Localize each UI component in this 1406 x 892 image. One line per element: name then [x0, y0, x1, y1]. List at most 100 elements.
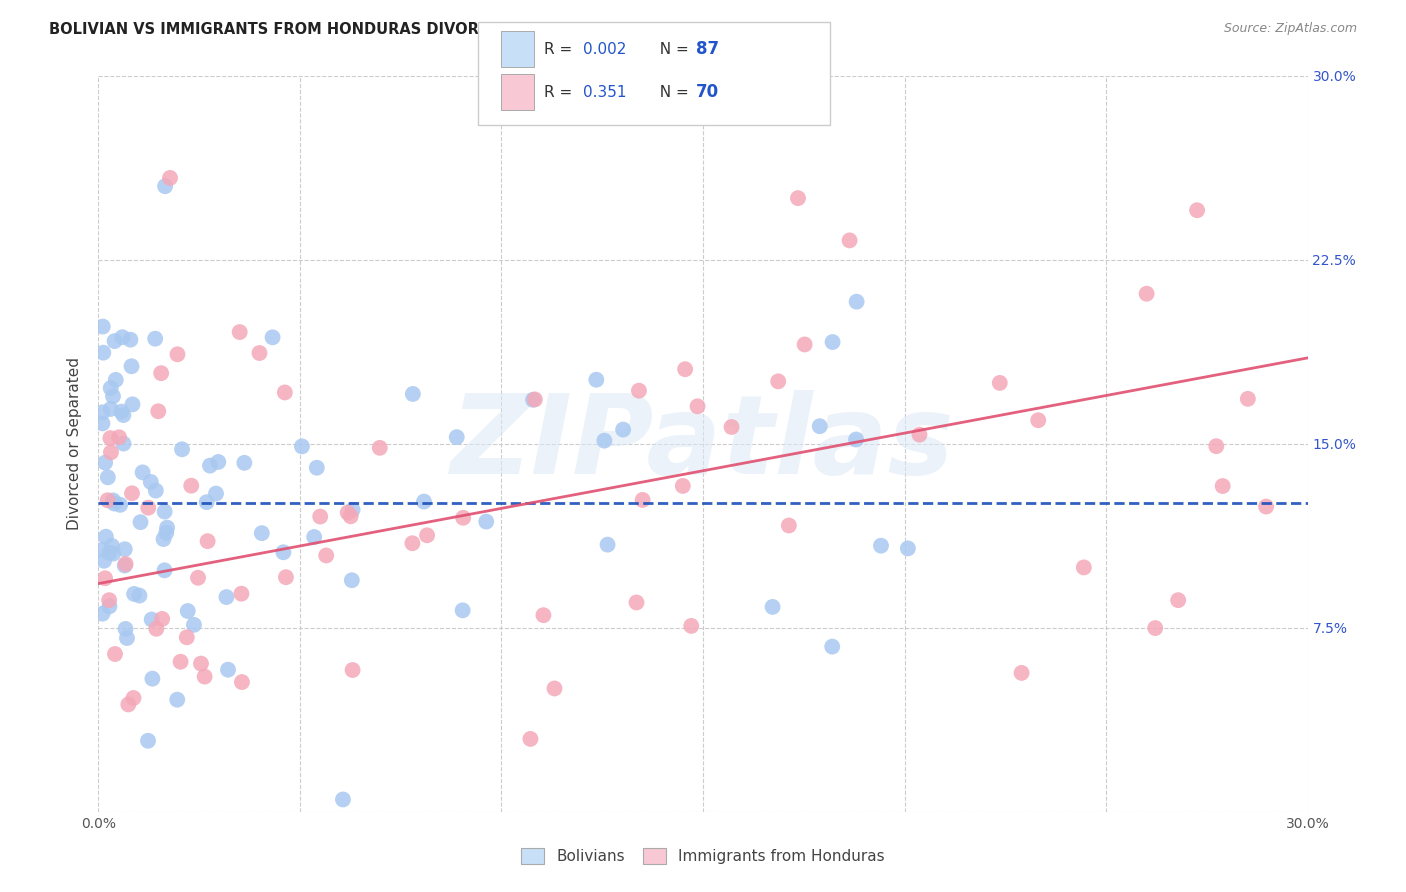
Point [91, 542, 114, 557]
Point [141, 672, 163, 686]
Point [183, 617, 205, 632]
Point [274, 385, 297, 400]
Point [205, 486, 228, 500]
Point [121, 486, 143, 500]
Point [533, 608, 555, 623]
Point [309, 509, 332, 524]
Point [336, 506, 359, 520]
Point [166, 692, 188, 706]
Point [91, 345, 114, 359]
Point [475, 515, 498, 529]
Point [166, 347, 188, 361]
Point [808, 419, 831, 434]
Point [451, 510, 474, 524]
Point [103, 547, 125, 561]
Point [98, 546, 121, 560]
Point [215, 590, 238, 604]
Point [101, 539, 124, 553]
Point [187, 571, 209, 585]
Point [104, 373, 127, 387]
Point [170, 442, 193, 457]
Point [402, 387, 425, 401]
Point [112, 408, 135, 422]
Point [274, 570, 297, 584]
Point [114, 557, 136, 571]
Point [838, 233, 860, 247]
Point [332, 792, 354, 806]
Point [169, 655, 191, 669]
Point [103, 334, 125, 348]
Point [217, 663, 239, 677]
Point [1185, 203, 1208, 218]
Point [120, 333, 142, 347]
Point [821, 640, 844, 654]
Text: 0.002: 0.002 [583, 42, 627, 57]
Point [150, 612, 173, 626]
Point [593, 434, 616, 448]
Point [342, 503, 364, 517]
Point [110, 404, 132, 418]
Point [821, 334, 844, 349]
Point [197, 534, 219, 549]
Point [1256, 500, 1278, 514]
Point [155, 525, 177, 540]
Text: ZIPatlas: ZIPatlas [451, 391, 955, 497]
Point [115, 631, 138, 645]
Point [152, 532, 174, 546]
Point [315, 549, 337, 563]
Point [368, 441, 391, 455]
Point [681, 619, 703, 633]
Point [177, 604, 200, 618]
Point [103, 496, 125, 510]
Point [233, 456, 256, 470]
Point [114, 558, 136, 573]
Point [159, 170, 181, 185]
Point [91, 405, 114, 419]
Point [631, 492, 654, 507]
Point [519, 731, 541, 746]
Point [626, 595, 648, 609]
Point [114, 622, 136, 636]
Point [207, 455, 229, 469]
Point [908, 427, 931, 442]
Point [129, 515, 152, 529]
Point [249, 346, 271, 360]
Point [101, 493, 124, 508]
Point [787, 191, 810, 205]
Point [340, 574, 363, 588]
Point [305, 460, 328, 475]
Point [988, 376, 1011, 390]
Point [108, 430, 131, 444]
Point [101, 389, 124, 403]
Point [91, 319, 114, 334]
Point [122, 691, 145, 706]
Point [339, 509, 361, 524]
Point [128, 589, 150, 603]
Text: N =: N = [650, 85, 693, 100]
Point [1144, 621, 1167, 635]
Point [262, 330, 284, 344]
Text: Source: ZipAtlas.com: Source: ZipAtlas.com [1223, 22, 1357, 36]
Point [1237, 392, 1260, 406]
Point [870, 539, 893, 553]
Point [231, 587, 253, 601]
Point [897, 541, 920, 556]
Point [136, 500, 159, 515]
Point [1011, 665, 1033, 680]
Point [523, 392, 546, 407]
Point [1136, 286, 1159, 301]
Point [1205, 439, 1227, 453]
Point [139, 475, 162, 489]
Legend: Bolivians, Immigrants from Honduras: Bolivians, Immigrants from Honduras [515, 842, 891, 871]
Point [150, 366, 173, 380]
Point [117, 698, 139, 712]
Point [1073, 560, 1095, 574]
Point [761, 599, 783, 614]
Point [148, 404, 170, 418]
Text: BOLIVIAN VS IMMIGRANTS FROM HONDURAS DIVORCED OR SEPARATED CORRELATION CHART: BOLIVIAN VS IMMIGRANTS FROM HONDURAS DIV… [49, 22, 823, 37]
Point [845, 294, 868, 309]
Y-axis label: Divorced or Separated: Divorced or Separated [67, 358, 83, 530]
Point [104, 647, 127, 661]
Point [180, 478, 202, 492]
Text: R =: R = [544, 85, 582, 100]
